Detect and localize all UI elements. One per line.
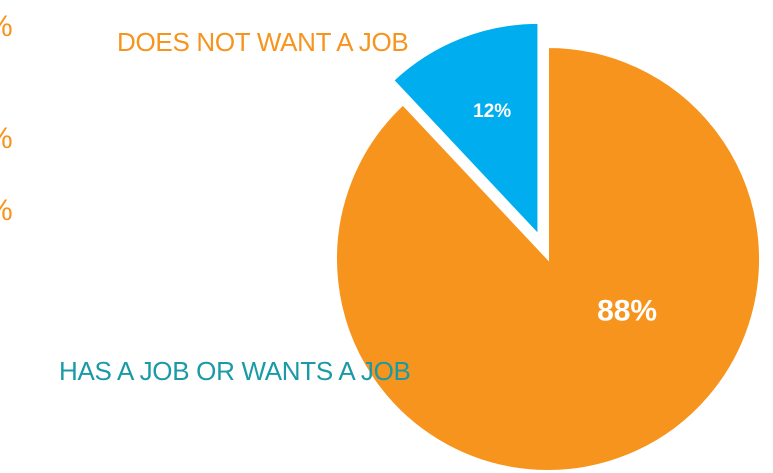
data-label-12-percent: 12%	[473, 101, 511, 122]
data-label-88-percent: 88%	[597, 294, 657, 327]
slice-label-has-a-job-or-wants-a-job: HAS A JOB OR WANTS A JOB	[59, 356, 411, 386]
clipped-percent-text: %	[0, 124, 13, 154]
clipped-percent-text: %	[0, 196, 13, 226]
slice-label-does-not-want-a-job: DOES NOT WANT A JOB	[117, 27, 409, 57]
clipped-percent-text: %	[0, 12, 13, 42]
slice-does-not-want-a-job	[391, 21, 540, 238]
slice-has-a-job-or-wants-a-job	[335, 45, 761, 472]
